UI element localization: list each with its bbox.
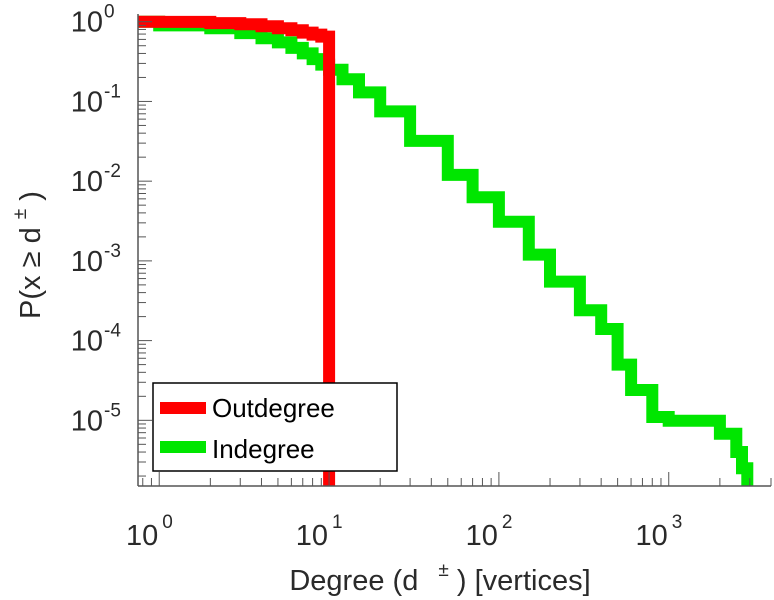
y-tick-base: 10 <box>71 405 103 437</box>
y-tick-exponent: -3 <box>104 241 121 262</box>
y-axis-title-superscript: ± <box>10 209 31 219</box>
x-axis-title: Degree (d ± ) [vertices] <box>289 551 590 597</box>
plot-area <box>138 15 754 486</box>
x-tick-exponent: 2 <box>502 512 513 533</box>
y-tick-base: 10 <box>71 86 103 118</box>
x-axis-title-prefix: Degree (d <box>289 565 418 597</box>
y-tick-exponent: 0 <box>104 2 115 23</box>
x-tick-label: 10 <box>635 520 667 552</box>
x-axis-title-superscript: ± <box>438 560 448 581</box>
y-tick-label: 10 <box>71 326 103 358</box>
legend: Outdegree Indegree <box>152 382 398 472</box>
x-axis: 10 0 10 1 10 2 10 3 <box>126 472 772 552</box>
y-tick-label: 10 <box>71 7 103 39</box>
x-tick-label: 10 <box>126 520 158 552</box>
y-tick-base: 10 <box>71 246 103 278</box>
x-tick-label: 10 <box>296 520 328 552</box>
y-axis-title-suffix: ) <box>15 191 47 201</box>
y-tick-label: 10 <box>71 246 103 278</box>
y-tick-label: 10 <box>71 86 103 118</box>
y-tick-label: 10 <box>71 405 103 437</box>
y-tick-exponent: -2 <box>104 161 121 182</box>
y-tick-exponent: -5 <box>104 400 121 421</box>
y-tick-label: 10 <box>71 166 103 198</box>
y-axis-title: P(x ≥ d ± ) <box>1 191 47 319</box>
legend-box <box>152 382 398 472</box>
x-tick-exponent: 1 <box>332 512 343 533</box>
series-line-indegree <box>138 15 754 486</box>
y-tick-exponent: -4 <box>104 321 121 342</box>
series-line-outdegree <box>138 15 336 486</box>
legend-label-indegree: Indegree <box>212 434 315 464</box>
y-tick-base: 10 <box>71 326 103 358</box>
y-axis-title-prefix: P(x ≥ d <box>15 227 47 319</box>
y-tick-base: 10 <box>71 7 103 39</box>
y-tick-base: 10 <box>71 166 103 198</box>
x-tick-exponent: 3 <box>672 512 683 533</box>
legend-label-outdegree: Outdegree <box>212 393 335 423</box>
x-tick-label: 10 <box>466 520 498 552</box>
x-axis-title-suffix: ) [vertices] <box>457 565 591 597</box>
y-tick-exponent: -1 <box>104 81 121 102</box>
x-tick-exponent: 0 <box>162 512 173 533</box>
